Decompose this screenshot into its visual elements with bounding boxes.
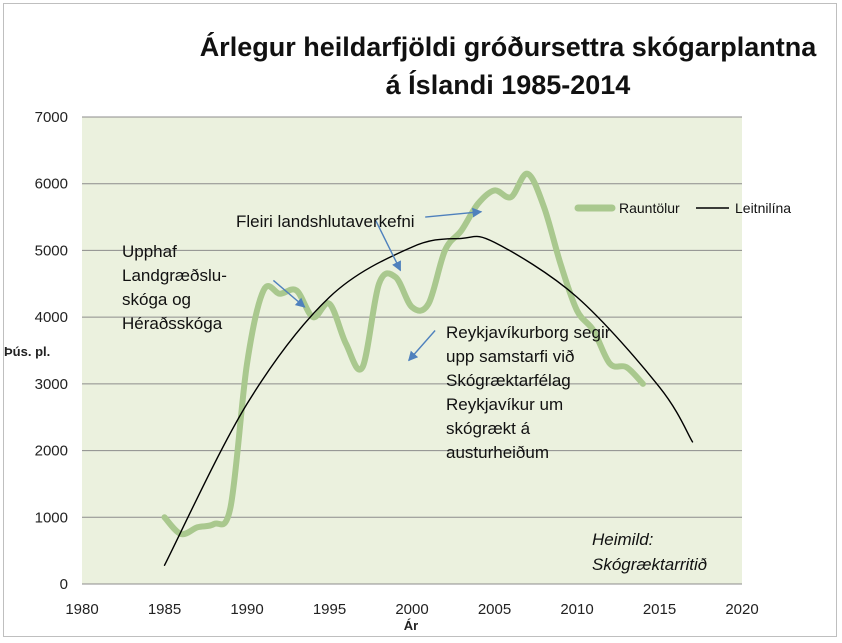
y-tick-label-6: 6000 <box>35 176 68 193</box>
y-tick-label-0: 0 <box>60 576 68 593</box>
x-tick-label-5: 2005 <box>478 601 511 618</box>
annotation-upphaf-line-4: Héraðsskóga <box>122 314 223 333</box>
annotation-landshluta: Fleiri landshlutaverkefni <box>236 212 415 231</box>
gridlines <box>82 116 742 585</box>
annotation-reykjavik-line-1: Reykjavíkurborg segir <box>446 323 611 342</box>
x-tick-label-3: 1995 <box>313 601 346 618</box>
y-axis-tick-labels: 0 1000 2000 3000 4000 5000 6000 7000 <box>35 109 68 593</box>
legend: Rauntölur Leitnilína <box>574 200 791 216</box>
y-tick-label-4: 4000 <box>35 309 68 326</box>
x-tick-label-4: 2000 <box>395 601 428 618</box>
y-axis-title: Þús. pl. <box>4 344 50 359</box>
chart-frame <box>3 3 837 637</box>
annotation-arrow-3 <box>408 330 436 362</box>
x-axis-title: Ár <box>404 618 418 633</box>
annotation-upphaf-line-3: skóga og <box>122 290 191 309</box>
annotation-reykjavik-line-5: skógrækt á <box>446 419 531 438</box>
annotation-reykjavik: Reykjavíkurborg segir upp samstarfi við … <box>446 323 611 462</box>
annotation-arrows <box>272 207 483 362</box>
series-layer <box>161 170 694 566</box>
annotation-reykjavik-line-6: austurheiðum <box>446 443 549 462</box>
x-tick-label-2: 1990 <box>230 601 263 618</box>
y-tick-label-1: 1000 <box>35 509 68 526</box>
chart-title-line-1: Árlegur heildarfjöldi gróðursettra skóga… <box>200 31 818 62</box>
x-tick-label-0: 1980 <box>65 601 98 618</box>
annotation-reykjavik-line-4: Reykjavíkur um <box>446 395 563 414</box>
y-tick-label-3: 3000 <box>35 376 68 393</box>
annotation-upphaf-line-1: Upphaf <box>122 242 177 261</box>
annotation-arrow-1 <box>425 207 483 218</box>
legend-label-rauntolur: Rauntölur <box>619 200 680 216</box>
x-tick-label-6: 2010 <box>560 601 593 618</box>
annotation-source-line-1: Heimild: <box>592 530 654 549</box>
annotation-arrow-2 <box>375 220 402 272</box>
annotation-arrow-0 <box>272 279 306 308</box>
legend-label-leitnilina: Leitnilína <box>735 200 791 216</box>
x-tick-label-8: 2020 <box>725 601 758 618</box>
x-axis-tick-labels: 1980 1985 1990 1995 2000 2005 2010 2015 2020 <box>65 601 758 618</box>
y-tick-label-5: 5000 <box>35 242 68 259</box>
series-line-1 <box>163 235 694 566</box>
annotation-reykjavik-line-2: upp samstarfi við <box>446 347 575 366</box>
annotation-source: Heimild: Skógræktarritið <box>592 530 707 574</box>
annotation-reykjavik-line-3: Skógræktarfélag <box>446 371 571 390</box>
y-tick-label-2: 2000 <box>35 443 68 460</box>
x-tick-label-7: 2015 <box>643 601 676 618</box>
chart-title: Árlegur heildarfjöldi gróðursettra skóga… <box>200 31 818 100</box>
plot-area <box>82 117 742 584</box>
annotation-upphaf-line-2: Landgræðslu- <box>122 266 227 285</box>
x-tick-label-1: 1985 <box>148 601 181 618</box>
annotation-upphaf: Upphaf Landgræðslu- skóga og Héraðsskóga <box>122 242 227 333</box>
series-line-0 <box>161 170 646 538</box>
chart-title-line-2: á Íslandi 1985-2014 <box>386 69 631 100</box>
y-tick-label-7: 7000 <box>35 109 68 126</box>
annotation-source-line-2: Skógræktarritið <box>592 555 707 574</box>
